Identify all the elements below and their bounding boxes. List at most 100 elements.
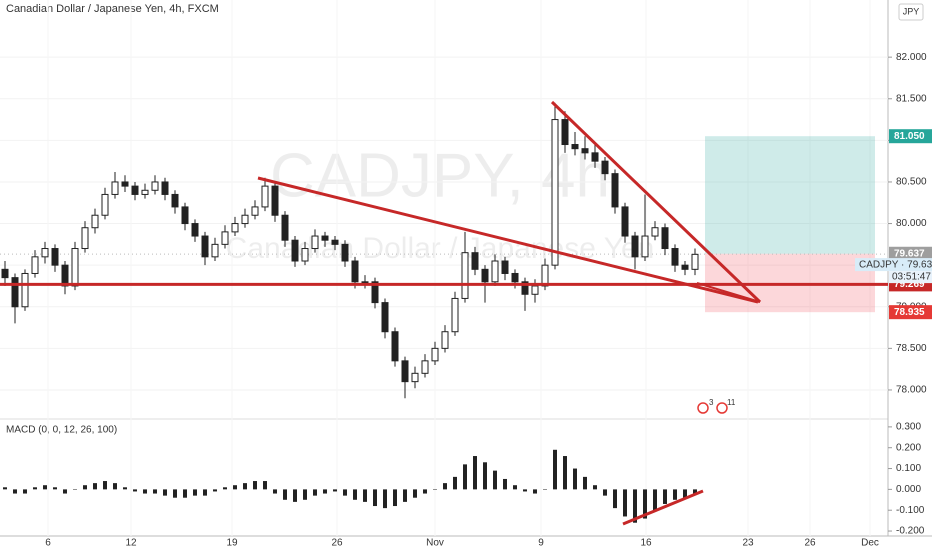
- macd-bar: [643, 489, 647, 519]
- y2-tick-label: 0.100: [896, 463, 921, 474]
- macd-bar: [323, 489, 327, 494]
- candle-body: [301, 248, 309, 262]
- candle-body: [151, 181, 159, 191]
- candle-body: [641, 235, 649, 258]
- macd-bar: [113, 483, 117, 490]
- macd-bar: [563, 456, 567, 490]
- macd-bar: [433, 489, 437, 490]
- macd-bar: [543, 489, 547, 490]
- candle-body: [121, 181, 129, 187]
- trendline[interactable]: [550, 100, 762, 304]
- x-tick-label: 12: [125, 538, 137, 549]
- candle-body: [11, 277, 19, 308]
- candle-body: [651, 227, 659, 237]
- macd-bar: [673, 489, 677, 500]
- candle-body: [401, 360, 409, 383]
- x-tick-label: 26: [804, 538, 816, 549]
- macd-bar: [293, 489, 297, 502]
- candle-body: [561, 119, 569, 146]
- candle-body: [331, 239, 339, 245]
- event-icon[interactable]: [716, 402, 728, 414]
- candle-body: [311, 235, 319, 250]
- candle-body: [141, 189, 149, 195]
- price-label-bg: [889, 129, 932, 144]
- candle-body: [291, 239, 299, 262]
- candle-body: [381, 302, 389, 333]
- macd-bar: [423, 489, 427, 494]
- candle-body: [171, 193, 179, 208]
- candle-body: [371, 281, 379, 304]
- candle-body: [81, 227, 89, 250]
- candle-body: [591, 152, 599, 162]
- macd-bar: [413, 489, 417, 498]
- macd-bar: [513, 485, 517, 490]
- macd-bar: [93, 483, 97, 490]
- price-label-bg: [889, 246, 932, 261]
- candle-body: [551, 119, 559, 266]
- macd-bar: [233, 485, 237, 490]
- macd-bar: [183, 489, 187, 498]
- last-price-label: CADJPY · 79.633: [859, 260, 932, 271]
- macd-bar: [633, 489, 637, 523]
- macd-bar: [533, 489, 537, 494]
- macd-bar: [303, 489, 307, 500]
- macd-bar: [163, 489, 167, 496]
- macd-bar: [73, 489, 77, 490]
- macd-bar: [573, 468, 577, 490]
- event-count: 11: [727, 398, 736, 407]
- macd-trendline[interactable]: [622, 489, 704, 526]
- macd-bar: [473, 456, 477, 490]
- candle-body: [161, 181, 169, 195]
- candle-body: [351, 260, 359, 283]
- candle-body: [91, 214, 99, 229]
- macd-bar: [153, 489, 157, 494]
- macd-bar: [523, 489, 527, 492]
- candle-body: [611, 173, 619, 208]
- candle-body: [431, 347, 439, 362]
- x-tick-label: 6: [45, 538, 51, 549]
- candle-body: [131, 185, 139, 195]
- macd-bar: [583, 476, 587, 490]
- last-price-bg: [855, 258, 932, 272]
- macd-bar: [273, 489, 277, 494]
- candle-body: [491, 260, 499, 283]
- currency-box[interactable]: [898, 3, 924, 21]
- macd-bar: [203, 489, 207, 496]
- candle-body: [571, 144, 579, 150]
- macd-bar: [103, 481, 107, 490]
- candle-body: [541, 264, 549, 287]
- x-tick-label: 26: [331, 538, 343, 549]
- candle-body: [421, 360, 429, 374]
- macd-bar: [373, 489, 377, 507]
- y2-tick-label: 0.300: [896, 422, 921, 433]
- trendline[interactable]: [257, 176, 759, 304]
- candle-body: [101, 193, 109, 216]
- macd-bar: [343, 489, 347, 496]
- candle-body: [181, 206, 189, 225]
- macd-bar: [613, 489, 617, 509]
- candle-body: [441, 331, 449, 349]
- candle-body: [71, 248, 79, 287]
- price-label: 81.050: [894, 131, 925, 142]
- candle-body: [261, 185, 269, 208]
- candle-body: [1, 268, 9, 279]
- macd-bar: [13, 489, 17, 494]
- candle-body: [221, 231, 229, 245]
- candle-body: [231, 223, 239, 233]
- macd-bar: [693, 489, 697, 494]
- event-icon[interactable]: [697, 402, 709, 414]
- candle-body: [411, 372, 419, 383]
- candle-body: [661, 227, 669, 250]
- x-tick-label: Dec: [861, 538, 879, 549]
- macd-bar: [393, 489, 397, 507]
- x-tick-label: 16: [640, 538, 652, 549]
- candle-body: [481, 268, 489, 283]
- x-tick-label: 19: [226, 538, 238, 549]
- trendline[interactable]: [696, 282, 761, 303]
- y2-tick-label: -0.200: [896, 526, 925, 537]
- macd-bar: [503, 478, 507, 490]
- watermark: CADJPY, 4h: [270, 141, 610, 210]
- candle-body: [251, 206, 259, 216]
- macd-bar: [83, 485, 87, 490]
- countdown: 03:51:47: [892, 272, 931, 283]
